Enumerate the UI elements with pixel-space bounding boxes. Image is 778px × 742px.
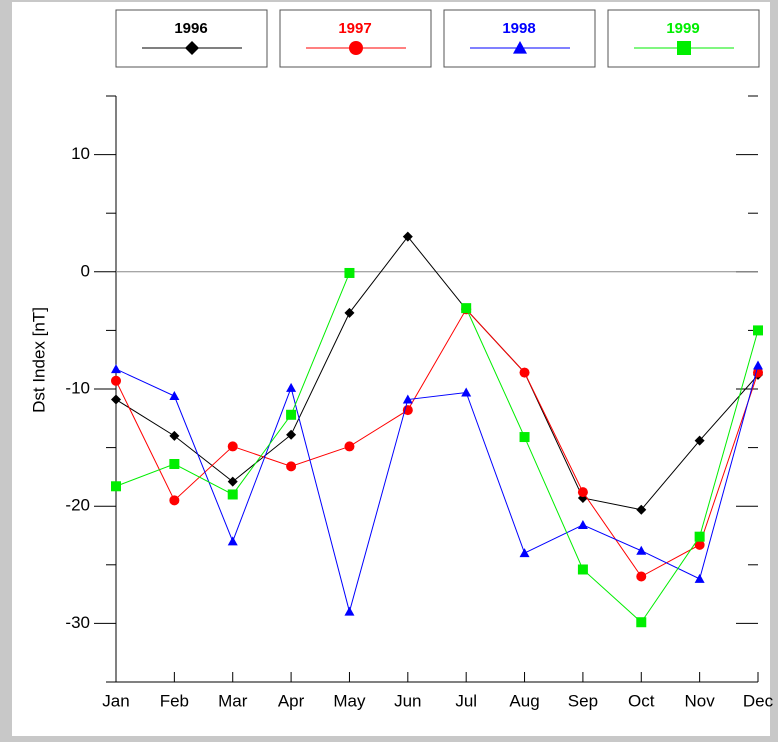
marker (636, 617, 647, 628)
legend-marker (677, 41, 691, 55)
marker (227, 441, 238, 452)
marker (227, 489, 238, 500)
marker (694, 573, 705, 583)
y-axis-label: Dst Index [nT] (29, 307, 48, 413)
legend-item: 1996 (115, 9, 268, 68)
legend-label: 1996 (174, 20, 207, 37)
marker (169, 391, 180, 401)
marker (694, 435, 705, 446)
y-tick-label: -10 (65, 378, 90, 397)
series-line (115, 308, 759, 578)
legend-box (607, 9, 760, 68)
legend-box (443, 9, 596, 68)
marker (286, 409, 297, 420)
x-tick-label: Jul (455, 691, 477, 710)
marker (577, 487, 588, 498)
marker (461, 303, 472, 314)
marker (519, 432, 530, 443)
marker (636, 504, 647, 515)
marker (286, 429, 297, 440)
legend-box (115, 9, 268, 68)
marker (753, 360, 763, 370)
y-tick-label: 0 (81, 261, 90, 280)
marker (111, 364, 121, 374)
marker (519, 367, 530, 378)
marker (519, 548, 530, 558)
legend-marker (185, 41, 199, 55)
legend-item: 1997 (279, 9, 432, 68)
marker (694, 531, 705, 542)
marker (461, 387, 472, 397)
marker (169, 459, 180, 470)
marker (636, 571, 647, 582)
marker (111, 394, 121, 405)
y-tick-label: -30 (65, 613, 90, 632)
x-tick-label: Jan (102, 691, 129, 710)
marker (344, 307, 355, 318)
marker (577, 519, 588, 529)
x-tick-label: Mar (218, 691, 248, 710)
y-tick-label: -20 (65, 496, 90, 515)
legend-marker (513, 41, 527, 54)
marker (286, 461, 297, 472)
marker (344, 606, 355, 616)
x-tick-label: Feb (160, 691, 189, 710)
marker (753, 325, 763, 336)
legend-label: 1998 (502, 20, 535, 37)
marker (169, 495, 180, 506)
x-tick-label: Sep (568, 691, 598, 710)
marker (227, 476, 238, 487)
x-tick-label: Oct (628, 691, 655, 710)
legend-label: 1999 (666, 20, 699, 37)
y-tick-label: 10 (71, 144, 90, 163)
marker (111, 481, 121, 492)
marker (344, 441, 355, 452)
legend-item: 1998 (443, 9, 596, 68)
x-tick-label: Jun (394, 691, 421, 710)
x-tick-label: Apr (278, 691, 305, 710)
x-tick-label: Nov (685, 691, 716, 710)
marker (402, 231, 413, 242)
marker (344, 267, 355, 278)
marker (694, 539, 705, 550)
legend-item: 1999 (607, 9, 760, 68)
marker (577, 564, 588, 575)
marker (636, 545, 647, 555)
x-tick-label: Dec (743, 691, 774, 710)
marker (286, 382, 297, 392)
series-line (115, 235, 759, 511)
marker (111, 375, 121, 386)
marker (402, 394, 413, 404)
legend-box (279, 9, 432, 68)
chart-background (12, 2, 770, 736)
legend-label: 1997 (338, 20, 371, 37)
series-line (115, 365, 759, 614)
marker (227, 536, 238, 546)
marker (169, 430, 180, 441)
x-tick-label: Aug (509, 691, 539, 710)
legend-marker (349, 41, 363, 55)
x-tick-label: May (333, 691, 366, 710)
